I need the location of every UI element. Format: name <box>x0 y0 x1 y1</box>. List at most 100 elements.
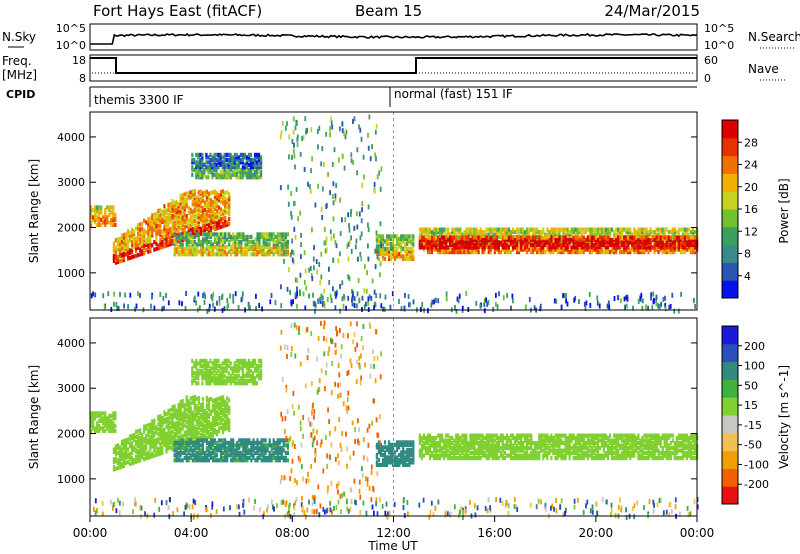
heatmap-cell <box>131 230 134 235</box>
heatmap-cell <box>491 235 494 240</box>
heatmap-cell <box>193 191 196 196</box>
heatmap-cell <box>179 409 182 414</box>
heatmap-cell <box>191 202 194 207</box>
heatmap-cell <box>475 240 478 245</box>
heatmap-cell <box>110 210 113 215</box>
colorbar-segment <box>722 280 738 299</box>
heatmap-cell <box>629 247 632 252</box>
heatmap-cell <box>594 235 597 240</box>
heatmap-cell <box>220 249 223 254</box>
scatter-cell <box>458 293 461 299</box>
heatmap-cell <box>499 235 502 240</box>
scatter-cell <box>331 162 334 167</box>
heatmap-cell <box>185 440 188 445</box>
heatmap-cell <box>250 252 253 257</box>
heatmap-cell <box>94 411 97 416</box>
heatmap-cell <box>181 423 184 429</box>
heatmap-cell <box>157 452 160 457</box>
scatter-cell <box>380 303 383 309</box>
heatmap-cell <box>173 404 176 409</box>
heatmap-cell <box>548 245 551 250</box>
heatmap-cell <box>590 230 593 235</box>
heatmap-cell <box>439 247 442 252</box>
heatmap-cell <box>211 443 215 448</box>
heatmap-cell <box>639 235 642 240</box>
heatmap-cell <box>286 242 289 247</box>
heatmap-cell <box>544 250 547 255</box>
heatmap-cell <box>228 197 231 202</box>
heatmap-cell <box>663 230 666 235</box>
heatmap-cell <box>201 440 204 445</box>
heatmap-cell <box>240 438 243 443</box>
heatmap-cell <box>216 397 219 402</box>
heatmap-cell <box>153 418 156 423</box>
heatmap-cell <box>179 198 182 203</box>
heatmap-cell <box>224 239 227 244</box>
heatmap-cell <box>224 211 227 216</box>
heatmap-cell <box>238 453 241 458</box>
heatmap-cell <box>445 250 448 255</box>
heatmap-cell <box>159 213 162 218</box>
heatmap-cell <box>205 217 208 222</box>
heatmap-cell <box>457 240 460 245</box>
heatmap-cell <box>193 399 196 405</box>
scatter-cell <box>574 295 577 301</box>
heatmap-cell <box>177 412 180 418</box>
scatter-cell <box>302 291 305 297</box>
heatmap-cell <box>205 435 208 440</box>
heatmap-cell <box>153 220 156 225</box>
heatmap-cell <box>558 235 561 240</box>
heatmap-cell <box>217 160 220 165</box>
heatmap-cell <box>222 232 225 237</box>
heatmap-cell <box>131 245 134 250</box>
heatmap-cell <box>181 247 184 252</box>
heatmap-cell <box>598 240 602 245</box>
heatmap-cell <box>657 232 660 237</box>
heatmap-cell <box>102 418 105 423</box>
heatmap-cell <box>422 227 425 232</box>
heatmap-cell <box>404 241 407 246</box>
heatmap-cell <box>223 167 226 172</box>
heatmap-cell <box>495 245 498 250</box>
heatmap-cell <box>179 404 182 409</box>
heatmap-cell <box>229 373 232 378</box>
heatmap-cell <box>594 230 597 235</box>
heatmap-cell <box>201 407 204 412</box>
scatter-cell <box>341 217 343 223</box>
heatmap-cell <box>110 426 113 431</box>
heatmap-cell <box>256 252 259 257</box>
heatmap-cell <box>203 438 206 443</box>
heatmap-cell <box>582 227 585 232</box>
scatter-cell <box>270 293 273 298</box>
heatmap-cell <box>260 157 263 162</box>
heatmap-cell <box>649 245 652 250</box>
heatmap-cell <box>219 373 222 378</box>
heatmap-cell <box>149 216 152 221</box>
heatmap-cell <box>199 412 202 417</box>
scatter-cell <box>506 292 508 298</box>
power-ylabel: Slant Range [km] <box>27 159 41 263</box>
heatmap-cell <box>234 247 237 252</box>
heatmap-cell <box>114 449 117 454</box>
heatmap-cell <box>218 252 221 257</box>
heatmap-cell <box>100 426 103 431</box>
heatmap-cell <box>112 428 115 433</box>
heatmap-cell <box>195 429 198 434</box>
heatmap-cell <box>222 440 225 445</box>
heatmap-cell <box>199 420 202 425</box>
heatmap-cell <box>217 175 220 180</box>
scatter-cell <box>113 301 115 307</box>
heatmap-cell <box>611 245 614 250</box>
heatmap-cell <box>226 401 229 406</box>
scatter-cell <box>293 200 296 206</box>
heatmap-cell <box>102 428 105 433</box>
heatmap-cell <box>155 440 158 445</box>
heatmap-cell <box>528 235 531 240</box>
heatmap-cell <box>522 245 525 250</box>
heatmap-cell <box>215 371 218 376</box>
heatmap-cell <box>209 232 213 237</box>
heatmap-cell <box>209 152 212 157</box>
heatmap-cell <box>471 240 474 245</box>
heatmap-cell <box>256 242 259 247</box>
heatmap-cell <box>159 419 162 424</box>
